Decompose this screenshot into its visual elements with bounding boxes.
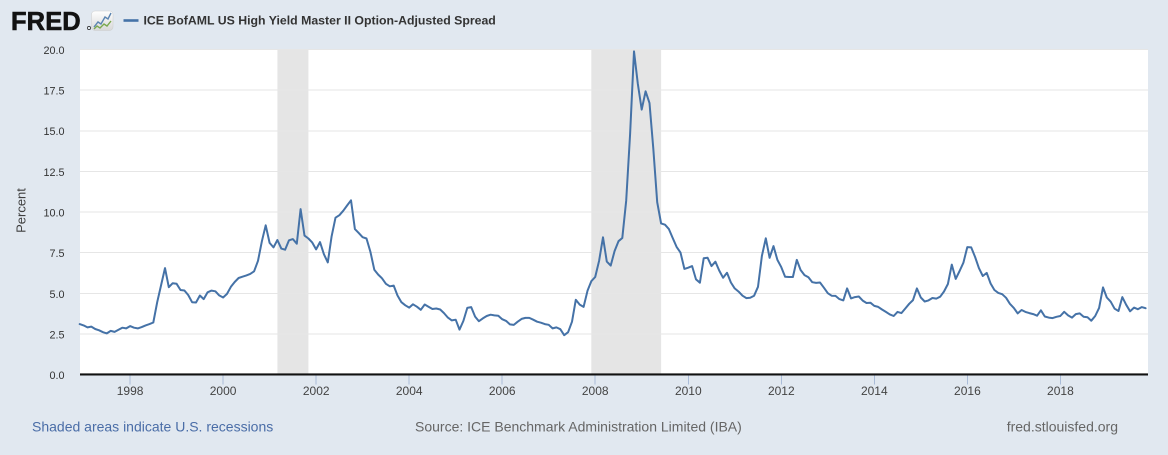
svg-text:7.5: 7.5	[49, 248, 64, 260]
svg-text:FRED: FRED	[11, 8, 81, 36]
svg-text:2016: 2016	[954, 384, 981, 398]
svg-text:2002: 2002	[303, 384, 330, 398]
svg-text:2012: 2012	[768, 384, 795, 398]
svg-text:2004: 2004	[396, 384, 423, 398]
svg-text:15.0: 15.0	[43, 126, 64, 138]
svg-text:2014: 2014	[861, 384, 888, 398]
svg-text:2010: 2010	[675, 384, 702, 398]
svg-text:2018: 2018	[1047, 384, 1074, 398]
svg-text:12.5: 12.5	[43, 167, 64, 179]
svg-text:ICE BofAML US High Yield Maste: ICE BofAML US High Yield Master II Optio…	[144, 14, 496, 28]
svg-text:2.5: 2.5	[49, 329, 64, 341]
svg-text:Source: ICE Benchmark Administ: Source: ICE Benchmark Administration Lim…	[415, 419, 742, 435]
svg-text:0.0: 0.0	[49, 370, 64, 382]
svg-text:20.0: 20.0	[43, 45, 64, 57]
svg-text:Shaded areas indicate U.S. rec: Shaded areas indicate U.S. recessions	[32, 419, 273, 435]
svg-text:2008: 2008	[582, 384, 609, 398]
svg-text:10.0: 10.0	[43, 208, 64, 220]
svg-text:5.0: 5.0	[49, 289, 64, 301]
svg-text:2006: 2006	[489, 384, 516, 398]
svg-text:fred.stlouisfed.org: fred.stlouisfed.org	[1007, 419, 1118, 435]
svg-text:1998: 1998	[117, 384, 144, 398]
svg-text:2000: 2000	[210, 384, 237, 398]
svg-text:17.5: 17.5	[43, 86, 64, 98]
svg-text:Percent: Percent	[14, 188, 29, 233]
